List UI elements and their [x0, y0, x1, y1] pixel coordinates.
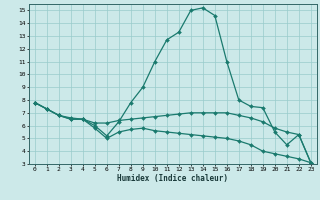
X-axis label: Humidex (Indice chaleur): Humidex (Indice chaleur)	[117, 174, 228, 183]
